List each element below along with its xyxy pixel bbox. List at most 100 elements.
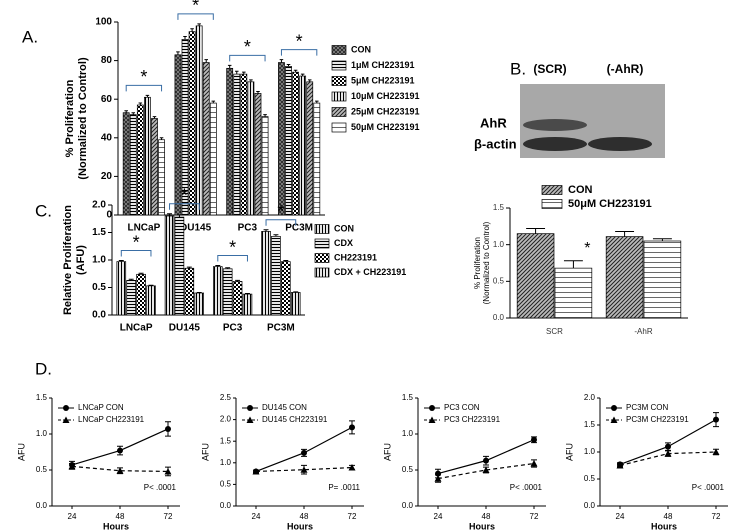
error-bar	[124, 110, 128, 113]
y-axis-label: AFU	[16, 443, 26, 461]
error-bar	[183, 35, 187, 40]
error-bar	[244, 293, 250, 295]
y-tick-label: 1.0	[584, 447, 596, 456]
error-bar	[227, 64, 232, 69]
y-axis-label: (AFU)	[75, 245, 87, 275]
marker	[300, 466, 308, 473]
legend-marker	[429, 405, 435, 411]
error-bar	[279, 59, 284, 63]
y-axis-label: AFU	[564, 443, 574, 461]
bar	[122, 112, 130, 216]
legend-swatch	[314, 267, 330, 278]
x-axis-label: Hours	[651, 521, 677, 531]
series-line	[619, 419, 717, 465]
significance-star: *	[277, 202, 284, 222]
y-tick-label: 2.5	[220, 393, 232, 402]
y-tick-label: 1.0	[92, 255, 106, 266]
legend-label: PC3 CON	[444, 403, 480, 412]
series-line	[255, 466, 353, 473]
x-tick-label: 48	[300, 512, 309, 521]
bar	[116, 261, 127, 316]
marker	[301, 449, 307, 456]
error-bar	[273, 234, 279, 237]
lane-label: (SCR)	[533, 62, 566, 76]
legend-label: CON	[351, 44, 371, 54]
marker	[117, 447, 123, 454]
error-bar	[293, 69, 298, 73]
error-bar	[159, 137, 164, 140]
bar	[202, 62, 210, 216]
x-tick-label: -AhR	[634, 327, 652, 336]
bar	[144, 96, 151, 216]
panel-label: C.	[35, 201, 52, 220]
error-bar	[225, 267, 231, 269]
bar	[209, 102, 217, 216]
significance-star: *	[244, 37, 251, 57]
lane-label: (-AhR)	[607, 62, 644, 76]
legend-label: LNCaP CON	[78, 403, 124, 412]
bar	[605, 236, 644, 319]
legend-label: 1μM CH223191	[351, 60, 415, 70]
y-tick-label: 0.0	[220, 501, 232, 510]
bar	[233, 73, 241, 216]
bar	[226, 67, 234, 216]
x-tick-label: 72	[530, 512, 539, 521]
y-tick-label: 80	[101, 55, 113, 66]
bar	[271, 236, 281, 316]
row-label: AhR	[480, 115, 507, 130]
significance-bracket	[120, 250, 152, 257]
marker	[252, 467, 260, 475]
legend-label: CH223191	[334, 252, 377, 262]
panel-label: B.	[510, 59, 526, 78]
error-bar	[138, 102, 143, 105]
legend-marker	[428, 416, 436, 423]
legend-label: LNCaP CH223191	[78, 415, 145, 424]
y-tick-label: 0.0	[584, 501, 596, 510]
marker	[434, 475, 442, 482]
x-tick-label: 48	[116, 512, 125, 521]
x-tick-label: 24	[252, 512, 261, 521]
legend-label: 50μM CH223191	[351, 122, 420, 132]
annotation: P< .0001	[692, 483, 725, 492]
x-tick-label: 72	[348, 512, 357, 521]
y-tick-label: 0.0	[36, 501, 48, 510]
x-tick-label: PC3M	[285, 223, 313, 234]
y-tick-label: 0.5	[92, 282, 106, 293]
bar	[254, 93, 262, 216]
bar	[261, 231, 271, 316]
bar	[188, 31, 196, 216]
error-bar	[211, 100, 216, 104]
legend-swatch	[331, 91, 347, 102]
error-bar	[234, 70, 239, 75]
x-tick-label: 48	[664, 512, 673, 521]
y-tick-label: 60	[101, 94, 113, 105]
bar	[285, 66, 292, 216]
x-tick-label: 72	[712, 512, 721, 521]
legend-label: CON	[334, 223, 354, 233]
significance-bracket	[169, 203, 200, 210]
legend-label: DU145 CH223191	[262, 415, 328, 424]
legend-label: DU145 CON	[262, 403, 307, 412]
bar	[136, 273, 146, 316]
bar	[292, 71, 299, 216]
legend-swatch	[331, 45, 347, 55]
x-axis-label: Hours	[103, 521, 129, 531]
x-tick-label: DU145	[169, 323, 201, 334]
legend-swatch	[314, 224, 330, 234]
legend-label: 10μM CH223191	[351, 91, 420, 101]
bar	[313, 102, 321, 216]
bar	[164, 215, 175, 316]
error-bar	[263, 114, 267, 117]
bar	[126, 280, 136, 316]
error-bar	[145, 94, 150, 98]
x-tick-label: 72	[164, 512, 173, 521]
y-tick-label: 1.0	[220, 458, 232, 467]
x-tick-label: 24	[434, 512, 443, 521]
legend-label: 5μM CH223191	[351, 75, 415, 85]
y-axis-label: AFU	[200, 443, 210, 461]
significance-bracket	[217, 255, 248, 262]
error-bar	[197, 23, 201, 26]
marker	[116, 467, 124, 474]
bar	[306, 81, 314, 216]
error-bar	[131, 112, 136, 115]
